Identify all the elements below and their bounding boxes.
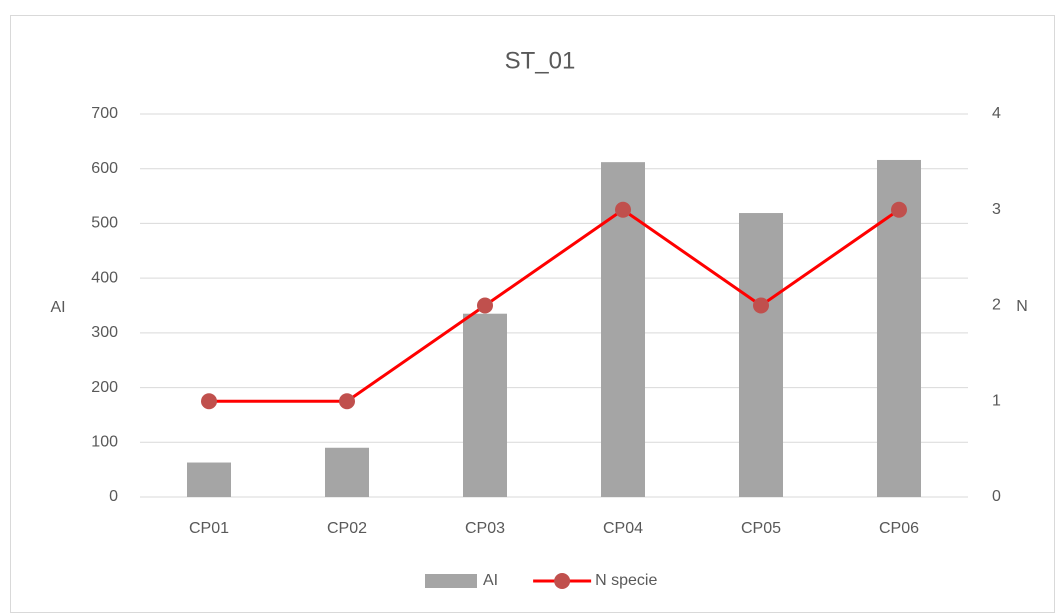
y-tick-label: 600 [91, 160, 118, 177]
x-tick-label: CP01 [189, 520, 229, 537]
line [209, 208, 900, 403]
chart-title: ST_01 [505, 47, 576, 74]
bar [187, 462, 231, 497]
bar [463, 313, 507, 497]
line-marker [201, 393, 217, 410]
bar [325, 447, 369, 497]
y-tick-label: 200 [91, 379, 118, 396]
y-tick-label: 500 [91, 215, 118, 232]
y-tick-label: 700 [91, 105, 118, 122]
line-marker [339, 393, 355, 410]
bar [601, 162, 645, 498]
y-tick-label: 0 [109, 488, 118, 505]
y-tick-label: 400 [91, 269, 118, 286]
line-marker [891, 201, 907, 218]
x-tick-label: CP06 [879, 520, 919, 537]
y2-tick-label: 1 [992, 392, 1001, 409]
y-tick-label: 100 [91, 434, 118, 451]
legend-label: AI [483, 572, 498, 589]
line-marker [615, 201, 631, 218]
y2-tick-label: 4 [992, 105, 1001, 122]
y2-tick-label: 2 [992, 297, 1001, 314]
y-tick-label: 300 [91, 324, 118, 341]
x-tick-label: CP02 [327, 520, 367, 537]
bar [739, 213, 783, 498]
legend-label: N specie [595, 572, 657, 589]
legend-swatch [425, 574, 477, 588]
y2-axis-label: N [1016, 298, 1028, 315]
y-axis-label: AI [50, 299, 65, 316]
line-marker [477, 297, 493, 314]
y2-tick-label: 3 [992, 201, 1001, 218]
line-marker [753, 297, 769, 314]
x-tick-label: CP04 [603, 520, 643, 537]
y2-tick-label: 0 [992, 488, 1001, 505]
x-tick-label: CP05 [741, 520, 781, 537]
legend-swatch [554, 573, 571, 589]
x-tick-label: CP03 [465, 520, 505, 537]
